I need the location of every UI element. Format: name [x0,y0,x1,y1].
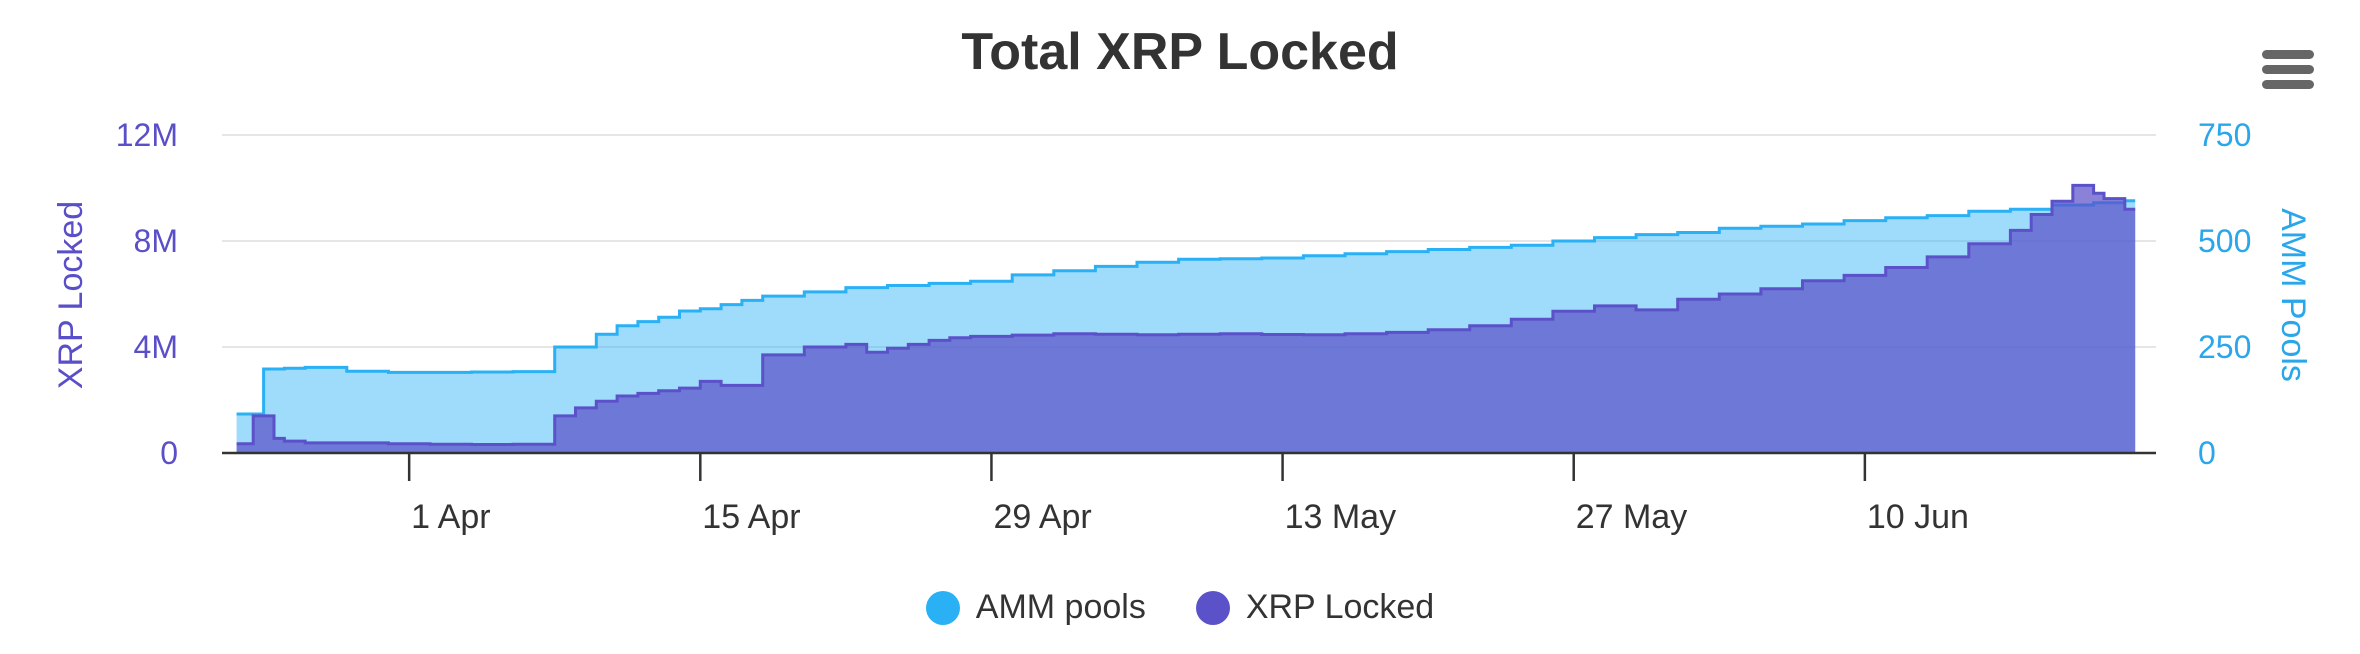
legend-label-xrp-locked: XRP Locked [1245,588,1435,626]
menu-bar-icon [2262,50,2314,59]
xrp-locked-legend-dot-icon [1195,590,1230,625]
legend-item-amm-pools[interactable]: AMM pools [925,588,1146,627]
x-axis-tick-label: 15 Apr [702,498,800,536]
amm-pools-legend-dot-icon [925,590,960,625]
menu-bar-icon [2262,80,2314,89]
x-axis-tick-label: 27 May [1576,498,1688,536]
right-axis-tick-label: 750 [2198,117,2251,153]
x-axis-tick-label: 29 Apr [993,498,1091,536]
left-axis-title: XRP Locked [52,201,90,389]
chart-legend: AMM pools XRP Locked [0,588,2360,627]
right-axis-tick-label: 250 [2198,329,2251,365]
legend-item-xrp-locked[interactable]: XRP Locked [1195,588,1435,627]
chart-context-menu-button[interactable] [2262,50,2314,94]
left-axis-tick-label: 12M [116,117,178,153]
right-axis-tick-label: 500 [2198,223,2251,259]
right-axis-title: AMM Pools [2274,208,2312,382]
right-axis-tick-label: 0 [2198,435,2216,471]
x-axis-tick-label: 1 Apr [411,498,490,536]
legend-label-amm-pools: AMM pools [975,588,1146,626]
xrp-locked-line [236,183,2136,446]
chart-plot: 0 4M 8M 12M 0 250 500 750 1 Apr 15 Apr 29 Apr 13 Ma… [52,117,2312,536]
xrp-locked-area [236,185,2136,453]
left-axis-tick-label: 8M [134,223,178,259]
left-axis-tick-label: 0 [160,435,178,471]
left-axis-tick-label: 4M [134,329,178,365]
x-axis-tick-label: 10 Jun [1867,498,1969,536]
amm-pools-line [236,199,2136,416]
x-axis-tick-label: 13 May [1285,498,1397,536]
menu-bar-icon [2262,65,2314,74]
chart-title: Total XRP Locked [961,23,1399,81]
